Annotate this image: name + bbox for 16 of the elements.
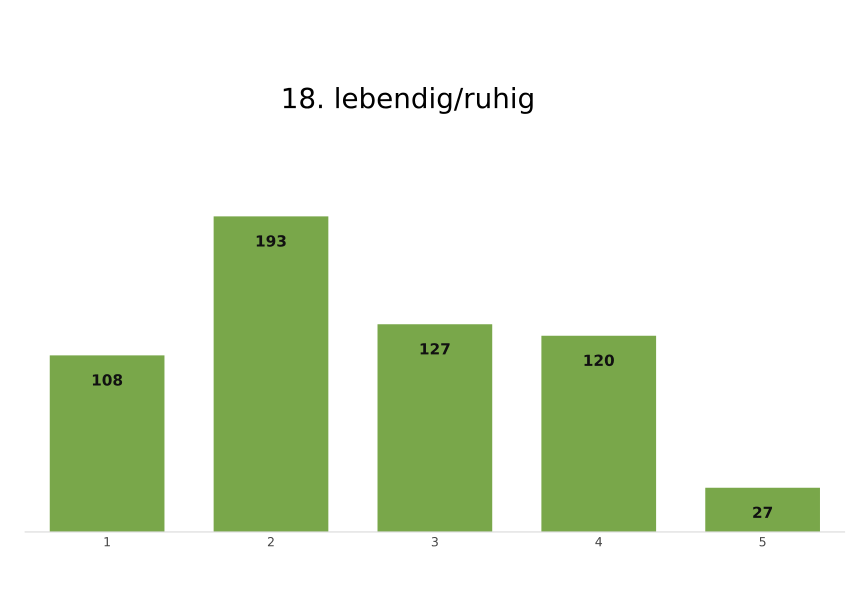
bar <box>705 488 820 532</box>
x-tick-label: 3 <box>432 536 438 546</box>
data-label: 127 <box>420 343 450 354</box>
bar <box>214 216 328 532</box>
data-label: 193 <box>256 235 286 247</box>
data-label: 27 <box>753 506 772 518</box>
bar <box>541 336 656 532</box>
data-label: 108 <box>92 374 122 386</box>
x-tick-label: 1 <box>104 537 110 546</box>
bar <box>50 355 164 532</box>
x-tick-label: 5 <box>760 537 766 546</box>
x-tick-label: 2 <box>268 536 274 546</box>
x-tick-label: 4 <box>595 537 602 546</box>
data-label: 120 <box>584 354 614 366</box>
chart-title: 18. lebendig/ruhig <box>284 87 533 114</box>
bar <box>378 324 492 532</box>
